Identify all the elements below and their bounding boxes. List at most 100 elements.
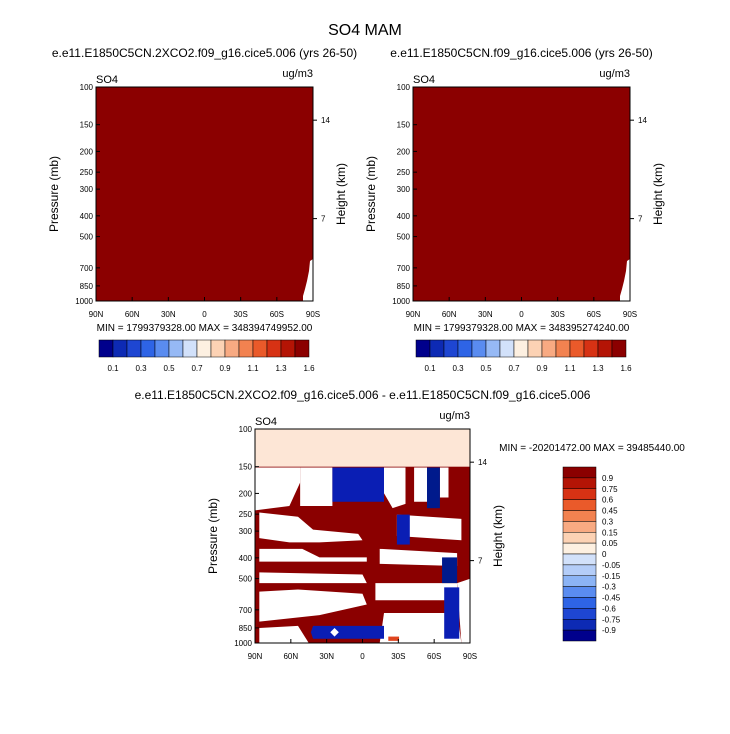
positive-small-band: [255, 429, 470, 467]
zero-region: [330, 628, 339, 637]
colorbar-label: 1.1: [247, 364, 259, 373]
x-tick-label: 30S: [234, 310, 248, 319]
y-tick-label: 700: [80, 264, 94, 273]
x-tick-label: 90N: [89, 310, 104, 319]
zero-region: [414, 467, 427, 502]
colorbar-label: 0.5: [163, 364, 175, 373]
zero-region: [259, 589, 367, 622]
y-tick-label: 200: [239, 489, 253, 498]
y-right-tick-label: 7: [321, 215, 326, 224]
stats-label: MIN = -20201472.00 MAX = 39485440.00: [499, 443, 685, 454]
field-fill: [96, 87, 313, 301]
y-tick-label: 200: [80, 147, 94, 156]
zero-region: [259, 548, 367, 562]
colorbar-box: [443, 339, 459, 358]
colorbar-box: [583, 339, 599, 358]
colorbar-box: [562, 564, 597, 576]
variable-label: SO4: [255, 416, 277, 428]
zero-region: [379, 548, 458, 566]
negative-region: [310, 625, 384, 639]
y-tick-label: 1000: [75, 297, 93, 306]
colorbar-box: [562, 597, 597, 609]
y-tick-label: 100: [239, 425, 253, 434]
panel-title: e.e11.E1850C5CN.2XCO2.f09_g16.cice5.006 …: [52, 46, 357, 60]
colorbar-box: [294, 339, 310, 358]
y-tick-label: 150: [397, 121, 411, 130]
variable-label: SO4: [96, 74, 118, 86]
colorbar-box: [238, 339, 254, 358]
negative-region: [442, 557, 458, 584]
zero-region: [259, 625, 309, 643]
x-tick-label: 90S: [306, 310, 320, 319]
colorbar-label: 0.9: [536, 364, 548, 373]
y-axis-right-label: Height (km): [491, 505, 505, 567]
colorbar-label: 0.3: [602, 517, 614, 526]
x-tick-label: 60N: [283, 652, 298, 661]
x-tick-label: 60S: [587, 310, 601, 319]
y-axis-right-label: Height (km): [334, 163, 348, 225]
y-tick-label: 700: [397, 264, 411, 273]
x-tick-label: 60N: [442, 310, 457, 319]
y-right-tick-label: 14: [638, 116, 647, 125]
colorbar-label: 0.3: [135, 364, 147, 373]
y-axis-label: Pressure (mb): [47, 156, 61, 232]
colorbar-box: [562, 510, 597, 522]
colorbar-box: [182, 339, 198, 358]
colorbar-box: [168, 339, 184, 358]
x-tick-label: 0: [202, 310, 207, 319]
colorbar-box: [597, 339, 613, 358]
y-tick-label: 300: [80, 185, 94, 194]
y-tick-label: 300: [239, 527, 253, 536]
y-right-tick-label: 14: [321, 116, 330, 125]
colorbar-label: 0.75: [602, 485, 618, 494]
colorbar-label: 0.3: [452, 364, 464, 373]
colorbar-label: 0: [602, 550, 607, 559]
y-tick-label: 250: [80, 168, 94, 177]
colorbar-label: 0.7: [508, 364, 520, 373]
y-tick-label: 400: [80, 212, 94, 221]
colorbar-box: [415, 339, 431, 358]
colorbar-box: [457, 339, 473, 358]
x-tick-label: 0: [519, 310, 524, 319]
panel-title: e.e11.E1850C5CN.2XCO2.f09_g16.cice5.006 …: [135, 388, 591, 402]
zero-region: [259, 572, 367, 584]
y-tick-label: 400: [239, 554, 253, 563]
x-tick-label: 30S: [551, 310, 565, 319]
colorbar-box: [562, 629, 597, 642]
negative-region: [444, 587, 460, 639]
colorbar-box: [513, 339, 529, 358]
positive-region: [388, 636, 400, 641]
y-tick-label: 1000: [392, 297, 410, 306]
y-tick-label: 500: [239, 575, 253, 584]
x-tick-label: 90N: [406, 310, 421, 319]
x-tick-label: 60S: [427, 652, 441, 661]
colorbar-label: 1.1: [564, 364, 576, 373]
y-tick-label: 500: [80, 233, 94, 242]
colorbar-box: [527, 339, 543, 358]
colorbar-box: [266, 339, 282, 358]
colorbar-box: [252, 339, 268, 358]
colorbar-box: [562, 488, 597, 500]
figure-title: SO4 MAM: [328, 22, 402, 39]
variable-label: SO4: [413, 74, 435, 86]
colorbar-label: -0.75: [602, 615, 621, 624]
y-right-tick-label: 7: [478, 557, 483, 566]
colorbar-box: [126, 339, 142, 358]
colorbar-label: -0.3: [602, 583, 616, 592]
terrain-mask: [303, 259, 313, 301]
x-tick-label: 90S: [623, 310, 637, 319]
panel-2: e.e11.E1850C5CN.f09_g16.cice5.006 (yrs 2…: [364, 46, 665, 373]
zero-region: [255, 467, 301, 511]
colorbar-box: [429, 339, 445, 358]
colorbar-label: 1.6: [303, 364, 315, 373]
zero-region: [379, 613, 462, 643]
x-tick-label: 30N: [319, 652, 334, 661]
colorbar-box: [562, 532, 597, 544]
y-tick-label: 850: [397, 282, 411, 291]
y-tick-label: 700: [239, 606, 253, 615]
y-tick-label: 100: [397, 83, 411, 92]
colorbar-label: 0.45: [602, 507, 618, 516]
colorbar-label: 1.6: [620, 364, 632, 373]
colorbar-box: [611, 339, 627, 358]
y-tick-label: 100: [80, 83, 94, 92]
